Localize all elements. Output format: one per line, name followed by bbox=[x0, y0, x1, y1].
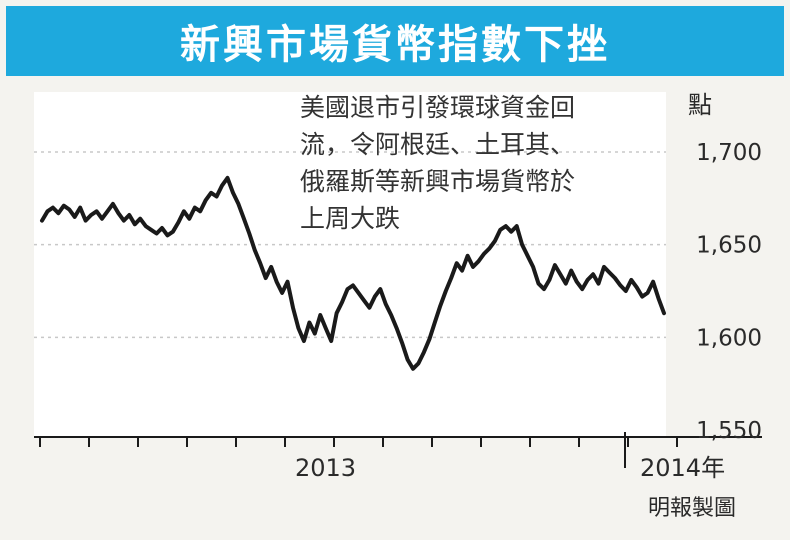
annotation-line-4: 上周大跌 bbox=[300, 204, 400, 233]
y-tick-label-1550: 1,550 bbox=[696, 418, 762, 444]
y-unit-label: 點 bbox=[688, 91, 712, 119]
chart-title: 新興市場貨幣指數下挫 bbox=[180, 22, 610, 68]
source-credit: 明報製圖 bbox=[648, 496, 736, 521]
y-axis-tick-labels: 1,550 1,600 1,650 1,700 bbox=[696, 140, 762, 444]
x-tick-label-2013: 2013 bbox=[295, 454, 356, 482]
annotation-line-3: 俄羅斯等新興市場貨幣於 bbox=[300, 167, 575, 196]
annotation: 美國退市引發環球資金回 流，令阿根廷、土耳其、 俄羅斯等新興市場貨幣於 上周大跌 bbox=[300, 93, 575, 233]
annotation-line-1: 美國退市引發環球資金回 bbox=[300, 93, 575, 122]
y-tick-label-1650: 1,650 bbox=[696, 233, 762, 259]
annotation-line-2: 流，令阿根廷、土耳其、 bbox=[300, 130, 575, 159]
gridlines bbox=[34, 151, 666, 339]
x-axis-ticks bbox=[39, 432, 678, 468]
title-bar: 新興市場貨幣指數下挫 bbox=[6, 6, 784, 76]
y-tick-label-1700: 1,700 bbox=[696, 140, 762, 166]
y-tick-label-1600: 1,600 bbox=[696, 325, 762, 351]
x-tick-label-2014: 2014年 bbox=[640, 454, 725, 482]
series-line bbox=[40, 175, 666, 371]
plot-area bbox=[34, 92, 666, 437]
